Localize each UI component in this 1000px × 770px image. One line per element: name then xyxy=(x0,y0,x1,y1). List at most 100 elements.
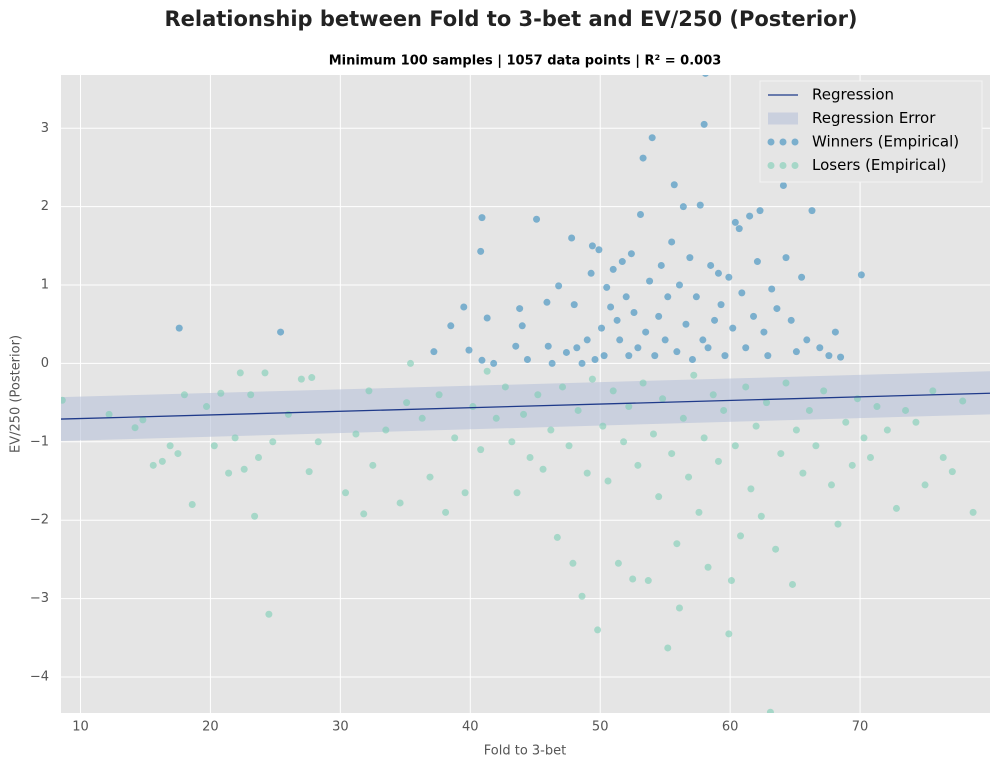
scatter-point xyxy=(609,387,617,395)
scatter-point xyxy=(261,369,269,377)
scatter-point xyxy=(825,352,833,360)
scatter-point xyxy=(883,426,891,434)
scatter-point xyxy=(634,461,642,469)
scatter-point xyxy=(659,395,667,403)
scatter-point xyxy=(642,328,650,336)
scatter-point xyxy=(679,203,687,211)
axes: 10 20 30 40 50 60 70 −4 −3 −2 −1 0 1 2 3 xyxy=(30,121,869,735)
scatter-point xyxy=(188,501,196,509)
scatter-point xyxy=(820,387,828,395)
scatter-point xyxy=(803,336,811,344)
scatter-point xyxy=(403,399,411,407)
scatter-point xyxy=(866,453,874,461)
y-axis-label: EV/250 (Posterior) xyxy=(9,335,24,453)
scatter-point xyxy=(435,391,443,399)
legend-label: Regression xyxy=(812,86,894,104)
scatter-point xyxy=(792,426,800,434)
scatter-point xyxy=(777,450,785,458)
scatter-point xyxy=(247,391,255,399)
scatter-point xyxy=(559,383,567,391)
legend-swatch xyxy=(768,112,798,125)
scatter-point xyxy=(664,293,672,301)
x-tick-label: 70 xyxy=(852,720,869,735)
scatter-point xyxy=(688,356,696,364)
scatter-point xyxy=(860,434,868,442)
scatter-point xyxy=(948,468,956,476)
scatter-point xyxy=(625,352,633,360)
scatter-point xyxy=(478,214,486,222)
scatter-point xyxy=(668,238,676,246)
scatter-point xyxy=(668,450,676,458)
scatter-point xyxy=(782,379,790,387)
scatter-point xyxy=(465,346,473,354)
scatter-point xyxy=(772,545,780,553)
scatter-point xyxy=(766,708,774,713)
scatter-point xyxy=(284,410,292,418)
x-tick-label: 50 xyxy=(592,720,609,735)
scatter-point xyxy=(799,469,807,477)
scatter-point xyxy=(533,215,541,223)
scatter-point xyxy=(548,359,556,367)
x-tick-label: 40 xyxy=(462,720,479,735)
scatter-point xyxy=(700,434,708,442)
scatter-point xyxy=(477,446,485,454)
scatter-point xyxy=(442,508,450,516)
scatter-point xyxy=(707,261,715,269)
legend-marker xyxy=(779,138,787,146)
scatter-point xyxy=(426,473,434,481)
scatter-point xyxy=(735,225,743,233)
scatter-point xyxy=(685,473,693,481)
grid xyxy=(61,75,990,713)
scatter-point xyxy=(607,303,615,311)
scatter-point xyxy=(709,391,717,399)
scatter-point xyxy=(782,254,790,262)
scatter-point xyxy=(174,450,182,458)
scatter-point xyxy=(752,422,760,430)
scatter-point xyxy=(158,457,166,465)
scatter-point xyxy=(763,399,771,407)
scatter-point xyxy=(768,285,776,293)
scatter-point xyxy=(544,342,552,350)
scatter-point xyxy=(714,457,722,465)
scatter-point xyxy=(675,281,683,289)
scatter-point xyxy=(760,328,768,336)
scatter-point xyxy=(483,314,491,322)
scatter-point xyxy=(753,258,761,266)
legend-label: Losers (Empirical) xyxy=(812,156,947,174)
scatter-point xyxy=(418,414,426,422)
scatter-point xyxy=(651,352,659,360)
scatter-point xyxy=(737,532,745,540)
scatter-point xyxy=(365,387,373,395)
x-tick-label: 30 xyxy=(332,720,349,735)
scatter-point xyxy=(469,403,477,411)
scatter-point xyxy=(573,344,581,352)
scatter-point xyxy=(798,273,806,281)
scatter-point xyxy=(657,261,665,269)
scatter-point xyxy=(547,426,555,434)
scatter-point xyxy=(892,504,900,512)
scatter-point xyxy=(805,406,813,414)
scatter-point xyxy=(692,293,700,301)
scatter-point xyxy=(236,369,244,377)
scatter-point xyxy=(360,510,368,518)
scatter-point xyxy=(787,316,795,324)
scatter-point xyxy=(625,403,633,411)
scatter-point xyxy=(534,391,542,399)
scatter-point xyxy=(702,75,709,77)
scatter-point xyxy=(297,375,305,383)
scatter-point xyxy=(696,201,704,209)
scatter-point xyxy=(598,324,606,332)
scatter-point xyxy=(857,271,865,279)
scatter-point xyxy=(679,414,687,422)
scatter-point xyxy=(520,410,528,418)
scatter-point xyxy=(180,391,188,399)
scatter-point xyxy=(501,383,509,391)
x-tick-label: 10 xyxy=(72,720,89,735)
scatter-point xyxy=(583,469,591,477)
scatter-point xyxy=(600,352,608,360)
scatter-point xyxy=(447,322,455,330)
scatter-point xyxy=(636,211,644,219)
scatter-point xyxy=(314,438,322,446)
scatter-point xyxy=(661,336,669,344)
scatter-point xyxy=(461,489,469,497)
